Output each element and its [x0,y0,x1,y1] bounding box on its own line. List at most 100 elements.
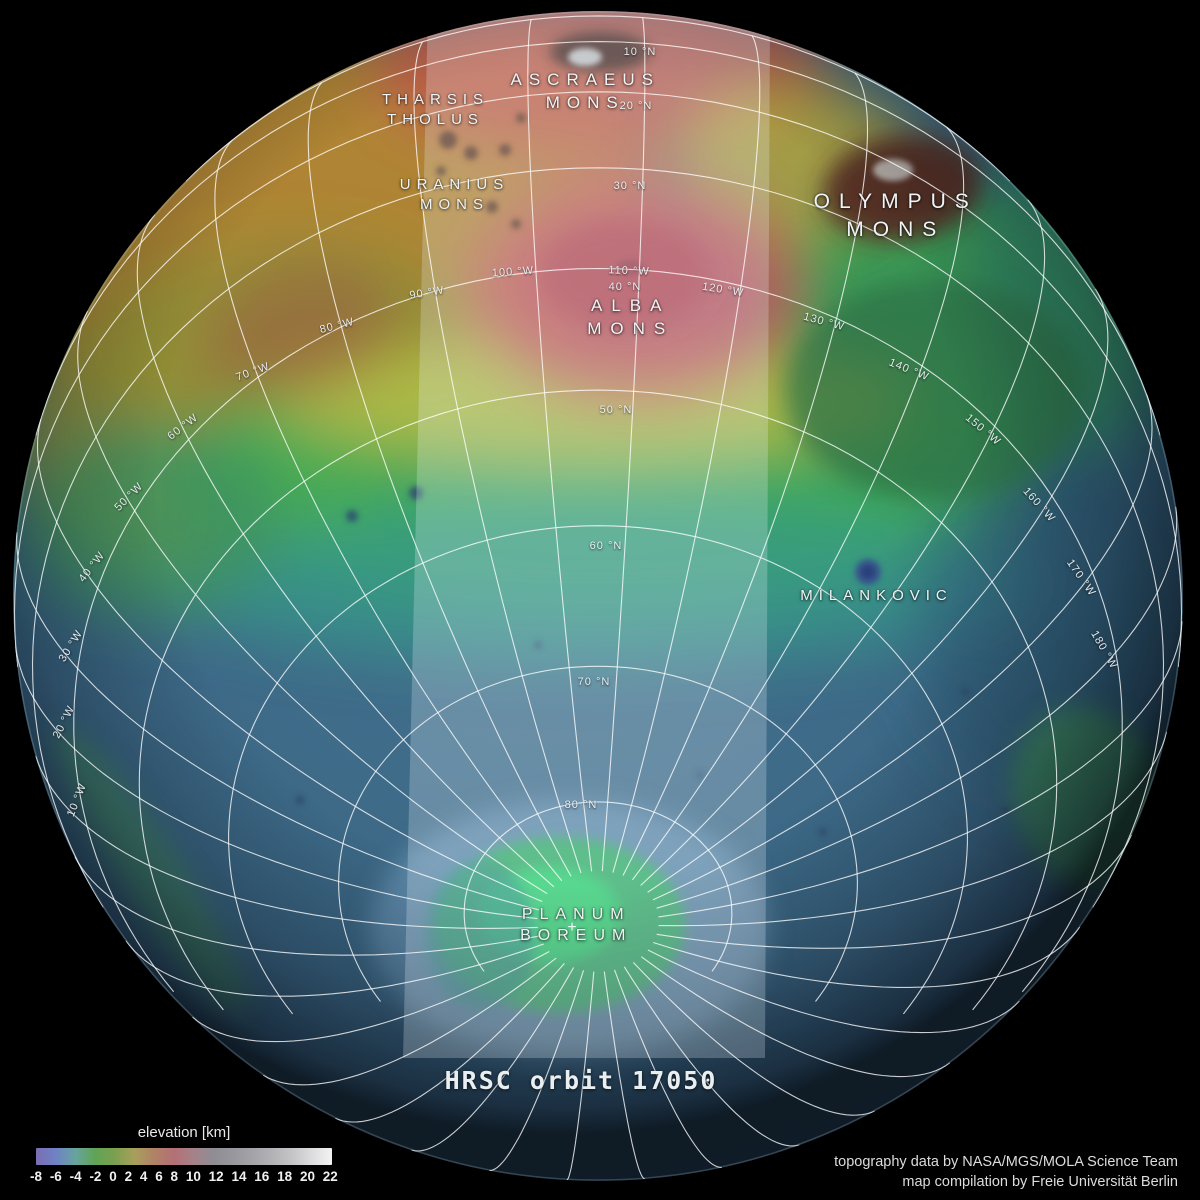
meridian-130W [622,72,869,876]
planum-boreum-line: PLANUM [521,906,631,923]
elevation-colorbar [36,1148,332,1165]
legend-tick: 0 [109,1169,117,1184]
meridian-270W [613,969,722,1168]
parallel-10N [35,41,1161,436]
uranius-mons-line: MONS [419,196,489,213]
meridian-300W [489,970,585,1172]
legend-tick: 14 [231,1169,247,1184]
latitude-label: 80 °N [564,799,598,811]
parallel-70N [338,665,858,1002]
alba-mons-label: ALBA MONS [587,294,675,340]
meridian-210W [656,834,1133,949]
legend-tick: 22 [322,1169,338,1184]
legend-tick: 8 [170,1169,179,1184]
meridian-30W [16,532,540,911]
meridian-10W [35,755,538,929]
planum-boreum-line: BOREUM [520,927,633,944]
longitude-label: 110 °W [608,264,650,278]
credits-line-2: map compilation by Freie Universität Ber… [902,1174,1178,1190]
uranius-mons-label: URANIUS MONS [400,175,510,215]
limb-edge [13,11,1183,1181]
meridian-160W [647,288,1109,893]
ascraeus-mons-line: MONS [545,93,625,112]
meridian-290W [566,971,595,1181]
legend-tick: 16 [254,1169,270,1184]
milankovic-line: MILANKOVIC [800,587,953,604]
legend-tick: -2 [89,1169,102,1184]
latitude-label: 60 °N [589,540,623,552]
meridian-330W [262,957,557,1086]
ascraeus-mons-line: ASCRAEUS [510,70,661,89]
meridian-340W [192,951,550,1043]
parallel-80N [463,801,733,972]
credits-line-1: topography data by NASA/MGS/MOLA Science… [834,1154,1178,1170]
north-pole-marker: + [567,919,577,936]
latitude-label: 10 °N [623,46,657,58]
parallel-20N [13,91,1183,668]
latitude-label: 40 °N [608,281,642,293]
parallel-60N [228,525,968,1015]
meridian-90W [413,41,582,874]
tharsis-tholus-line: THOLUS [387,111,484,128]
meridian-150W [640,199,1046,886]
legend-tick: 10 [185,1169,201,1184]
meridian-20W [14,646,538,920]
elevation-legend: elevation [km] -8 -6 -4 -2 0 2 4 6 8 10 12 14 16 18 20… [30,1124,338,1184]
planum-boreum-label: PLANUM BOREUM [520,904,633,946]
meridian-140W [631,126,965,881]
meridian-70W [214,139,563,882]
legend-tick: 20 [299,1169,315,1184]
meridian-60W [136,214,555,888]
meridian-200W [658,731,1168,927]
legend-tick: 4 [139,1169,148,1184]
meridian-0W [74,856,540,956]
meridian-100W [527,19,593,872]
meridian-310W [411,967,575,1152]
latitude-label: 30 °N [613,180,647,192]
meridian-240W [640,956,951,1078]
meridian-180W [656,506,1178,909]
legend-tick: 18 [277,1169,293,1184]
alba-mons-line: ALBA [591,296,671,315]
olympus-mons-line: MONS [846,218,946,241]
parallel-0N [185,15,1011,182]
tharsis-tholus-label: THARSIS THOLUS [381,90,490,130]
meridian-320W [335,963,565,1123]
legend-tick-labels: -8 -6 -4 -2 0 2 4 6 8 10 12 14 16 18 20 22 [30,1169,338,1184]
meridian-350W [125,940,544,997]
legend-tick: 6 [155,1169,163,1184]
milankovic-label: MILANKOVIC [800,586,953,606]
meridian-230W [647,949,1020,1034]
latitude-label: 50 °N [599,404,633,416]
meridian-220W [653,926,1081,988]
meridian-120W [612,35,761,873]
meridian-260W [623,966,800,1147]
legend-tick: -8 [30,1169,43,1184]
tharsis-tholus-line: THARSIS [381,91,490,108]
meridian-80W [307,82,572,877]
legend-tick: 12 [208,1169,224,1184]
meridian-170W [652,394,1153,901]
meridian-280W [603,971,645,1180]
ascraeus-mons-label: ASCRAEUS MONS [510,68,660,114]
limb-shading [13,11,1183,1181]
legend-tick: 2 [124,1169,133,1184]
graticule [13,15,1183,1181]
olympus-mons-label: OLYMPUS MONS [814,188,978,244]
hrsc-orbit-swath [403,11,770,1058]
meridian-190W [658,620,1183,918]
meridian-250W [632,962,875,1116]
meridian-50W [77,310,548,895]
latitude-label: 70 °N [577,676,611,688]
alba-mons-line: MONS [587,319,675,338]
legend-tick: -6 [49,1169,62,1184]
meridian-40W [36,418,543,903]
meridian-110W [601,17,646,872]
legend-title: elevation [km] [137,1124,231,1141]
credits: topography data by NASA/MGS/MOLA Science… [834,1152,1178,1192]
latitude-label: 20 °N [619,100,653,112]
parallel-40N [73,267,1123,993]
olympus-mons-line: OLYMPUS [813,190,978,213]
